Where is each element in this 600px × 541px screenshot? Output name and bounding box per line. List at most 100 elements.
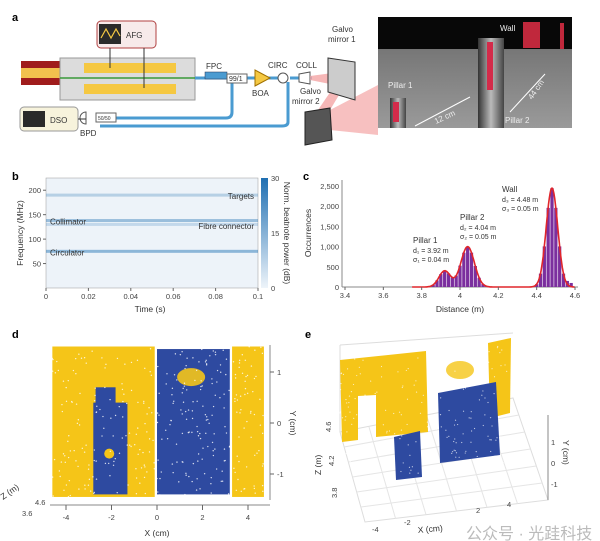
- point-gap: [354, 397, 356, 400]
- point-gap: [95, 460, 97, 462]
- point-gap: [199, 432, 201, 435]
- x-tick-label: 0.08: [208, 292, 223, 301]
- point-gap: [464, 387, 467, 389]
- point-gap: [212, 350, 214, 352]
- boa-amplifier: [254, 69, 272, 87]
- triangle-wave-icon: [100, 27, 121, 40]
- point-gap: [249, 412, 252, 414]
- point-gap: [68, 479, 71, 482]
- point-gap: [135, 493, 138, 495]
- point-gap: [196, 400, 198, 402]
- point-gap: [121, 388, 124, 391]
- point-gap: [210, 483, 212, 485]
- point-gap: [126, 402, 128, 405]
- point-gap: [156, 477, 158, 480]
- point-gap: [166, 438, 169, 440]
- point-gap: [134, 443, 136, 446]
- point-gap: [468, 417, 470, 419]
- point-gap: [139, 482, 141, 484]
- d-x-axis-label: X (cm): [144, 528, 169, 538]
- point-gap: [499, 352, 501, 354]
- x-tick-label: 0.02: [81, 292, 96, 301]
- point-gap: [346, 402, 348, 404]
- point-gap: [128, 432, 131, 434]
- y-tick-label: 200: [28, 186, 41, 195]
- point-gap: [449, 378, 451, 380]
- point-gap: [339, 439, 341, 441]
- point-gap: [222, 349, 224, 352]
- point-gap: [65, 386, 67, 389]
- point-gap: [388, 430, 391, 432]
- point-gap: [238, 359, 241, 362]
- point-gap: [203, 472, 206, 475]
- point-gap: [245, 466, 248, 468]
- point-gap: [102, 415, 104, 418]
- wall-points: [340, 351, 428, 442]
- point-gap: [185, 472, 187, 475]
- point-gap: [490, 450, 492, 453]
- peak-sigma: σ₁ = 0.04 m: [413, 257, 449, 264]
- point-gap: [191, 410, 194, 412]
- pillar-2-points: [438, 382, 500, 463]
- point-gap: [254, 454, 256, 456]
- point-gap: [359, 373, 361, 375]
- point-gap: [500, 440, 502, 442]
- point-gap: [116, 357, 119, 360]
- point-gap: [344, 419, 346, 421]
- line-label: Collimator: [50, 218, 86, 227]
- y-tick-label: 1: [551, 438, 555, 447]
- galvo1-label-1: Galvo: [332, 25, 353, 34]
- point-gap: [345, 453, 347, 455]
- point-gap: [340, 372, 343, 374]
- bpd-detector: [79, 111, 87, 125]
- point-gap: [171, 463, 174, 465]
- electrode-top: [84, 63, 176, 73]
- point-gap: [346, 431, 348, 433]
- waveform-icon: [99, 24, 121, 44]
- point-gap: [356, 414, 358, 416]
- point-gap: [405, 369, 407, 372]
- point-gap: [144, 466, 146, 468]
- point-gap: [244, 380, 246, 383]
- point-gap: [454, 450, 456, 452]
- point-gap: [234, 398, 236, 400]
- point-gap: [364, 394, 366, 396]
- point-gap: [157, 365, 159, 368]
- point-gap: [112, 464, 115, 466]
- point-gap: [202, 405, 204, 407]
- point-gap: [77, 419, 80, 421]
- histogram-bar: [558, 246, 562, 287]
- point-gap: [207, 418, 209, 421]
- point-gap: [148, 438, 151, 440]
- point-gap: [499, 436, 501, 438]
- point-gap: [356, 374, 358, 377]
- point-gap: [221, 470, 223, 472]
- point-gap: [197, 453, 200, 455]
- point-gap: [110, 417, 112, 419]
- point-gap: [476, 455, 478, 458]
- wall-reflection-2: [560, 23, 564, 49]
- point-gap: [243, 488, 245, 490]
- z-tick-label: 4.2: [327, 456, 336, 466]
- point-gap: [454, 370, 456, 372]
- point-gap: [182, 461, 184, 463]
- point-gap: [93, 399, 96, 402]
- point-gap: [211, 378, 213, 380]
- x-tick-label: -4: [63, 513, 70, 522]
- point-gap: [501, 349, 503, 351]
- point-gap: [136, 359, 139, 362]
- point-gap: [433, 458, 435, 460]
- point-gap: [394, 433, 396, 435]
- x-tick-label: 0: [155, 513, 159, 522]
- point-gap: [259, 398, 261, 401]
- photo-wall-region: [378, 17, 572, 49]
- point-gap: [67, 379, 69, 382]
- point-gap: [246, 374, 249, 377]
- spectrogram-chart: Time (s) Frequency (MHz) Norm. beatnote …: [15, 174, 292, 314]
- point-gap: [346, 368, 349, 370]
- point-gap: [497, 345, 499, 348]
- histogram-bar: [538, 273, 543, 287]
- point-gap: [81, 447, 84, 450]
- d-z-tick: 4.6: [35, 498, 45, 507]
